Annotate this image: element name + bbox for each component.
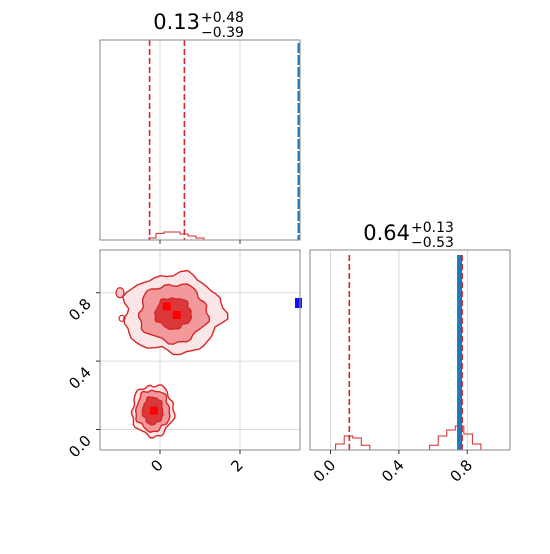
panel3-title-value: 0.64 xyxy=(363,221,410,245)
panel3-histogram xyxy=(327,425,482,451)
panel2-markers xyxy=(150,297,302,415)
panel2-grid xyxy=(100,250,300,450)
panel3-xtick-label: 0.0 xyxy=(310,456,340,486)
panel2-ytick-label: 0.8 xyxy=(65,295,95,325)
contour-island xyxy=(118,314,126,322)
panel2-contours xyxy=(115,269,229,439)
panel1-histogram xyxy=(148,231,205,240)
panel2-ytick-label: 0.4 xyxy=(65,363,95,393)
panel1-title-value: 0.13 xyxy=(153,10,200,34)
panel1-grid xyxy=(159,40,241,240)
panel1-quantile-lines xyxy=(148,40,301,240)
panel1-histogram-step xyxy=(148,231,205,240)
red-marker xyxy=(162,302,171,311)
blue-truth-marker xyxy=(295,297,302,308)
panel2-ytick-label: 0.0 xyxy=(65,432,95,462)
panel3-title-minus: −0.53 xyxy=(411,235,454,251)
panel1-title-minus: −0.39 xyxy=(201,25,244,41)
contour-island xyxy=(115,287,125,299)
panel1-frame xyxy=(99,39,301,241)
panel1-title-plus: +0.48 xyxy=(201,10,244,26)
panel3-histogram-step xyxy=(327,425,482,451)
panel3-grid xyxy=(330,250,468,450)
red-marker xyxy=(172,310,181,319)
marginal-panel-param1: 0.13 +0.48 −0.39 xyxy=(99,10,301,244)
marginal-panel-param2: 0.0 0.4 0.8 0.64 +0.13 −0.53 xyxy=(309,220,511,486)
panel2-frame xyxy=(99,249,301,451)
panel3-xtick-label: 0.8 xyxy=(446,456,476,486)
panel3-xtick-label: 0.4 xyxy=(378,456,408,486)
panel3-frame xyxy=(309,249,511,451)
panel2-xtick-label: 0 xyxy=(147,456,166,475)
panel2-xtick-label: 2 xyxy=(227,456,246,475)
panel3-quantile-lines xyxy=(348,255,463,450)
panel3-title-plus: +0.13 xyxy=(411,220,454,236)
red-marker xyxy=(150,406,158,415)
panel3-ticks: 0.0 0.4 0.8 xyxy=(310,450,476,486)
joint-panel-param1-param2: 0 2 0.0 0.4 0.8 xyxy=(65,249,302,476)
panel1-ticks xyxy=(159,240,241,244)
